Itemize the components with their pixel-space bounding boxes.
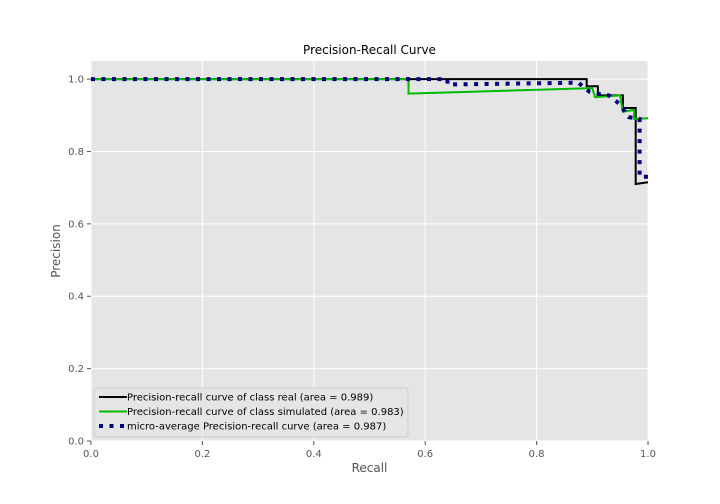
x-axis-label: Recall xyxy=(352,461,388,475)
x-tick-label: 1.0 xyxy=(640,449,656,460)
y-axis-label: Precision xyxy=(49,224,63,278)
y-tick-label: 0.2 xyxy=(68,364,84,375)
x-tick-label: 0.6 xyxy=(417,449,433,460)
legend-entry: Precision-recall curve of class real (ar… xyxy=(127,393,373,404)
legend-entry: micro-average Precision-recall curve (ar… xyxy=(127,422,386,433)
chart-title: Precision-Recall Curve xyxy=(303,43,436,57)
y-tick-label: 0.6 xyxy=(68,219,84,230)
x-ticks: 0.0 0.2 0.4 0.6 0.8 1.0 xyxy=(83,441,656,460)
x-tick-label: 0.2 xyxy=(194,449,210,460)
series-line-3 xyxy=(91,77,648,179)
legend-box xyxy=(93,387,409,438)
x-tick-label: 0.8 xyxy=(529,449,545,460)
y-tick-label: 0.0 xyxy=(68,437,84,448)
plot-background xyxy=(91,61,648,441)
legend: Precision-recall curve of class real (ar… xyxy=(93,387,409,438)
y-tick-label: 0.4 xyxy=(68,292,84,303)
x-tick-label: 0.0 xyxy=(83,449,99,460)
series-lines xyxy=(91,77,649,186)
y-tick-label: 0.8 xyxy=(68,147,84,158)
x-tick-label: 0.4 xyxy=(306,449,322,460)
legend-entry: Precision-recall curve of class simulate… xyxy=(127,407,404,418)
y-tick-label: 1.0 xyxy=(68,75,84,86)
y-ticks: 0.0 0.2 0.4 0.6 0.8 1.0 xyxy=(68,75,91,448)
